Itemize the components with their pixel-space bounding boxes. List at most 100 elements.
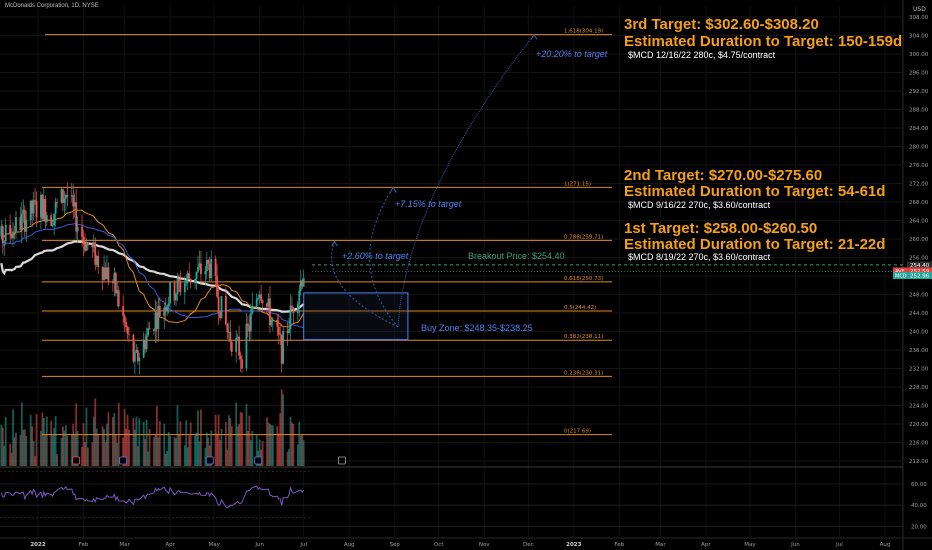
candle-body xyxy=(176,279,179,294)
chart-header-title: McDonalds Corporation, 1D, NYSE xyxy=(5,3,99,9)
candle-body xyxy=(75,202,78,232)
candle-body xyxy=(125,322,127,328)
price-axis-label: 248.00 xyxy=(909,293,929,299)
volume-bar xyxy=(107,412,110,466)
volume-bar xyxy=(62,426,64,466)
volume-bar xyxy=(148,428,151,466)
candle-body xyxy=(169,282,172,304)
candle-body xyxy=(258,294,261,298)
candle-body xyxy=(84,242,86,251)
volume-bar xyxy=(288,449,290,466)
volume-bar xyxy=(276,426,279,466)
time-axis-label: Apr xyxy=(165,542,175,548)
target3-title: 3rd Target: $302.60-$308.20 xyxy=(624,16,819,33)
candle-body xyxy=(94,242,97,265)
candle-body xyxy=(19,217,22,230)
candle-body xyxy=(226,324,229,333)
candle-body xyxy=(42,198,45,220)
rsi-line xyxy=(0,485,305,509)
volume-bar xyxy=(153,437,155,466)
candle-body xyxy=(29,200,32,221)
price-axis-label: 300.00 xyxy=(909,52,929,58)
rsi-axis-label: 40.00 xyxy=(911,503,927,509)
volume-bar xyxy=(214,414,217,466)
volume-bar xyxy=(133,429,136,466)
event-marker xyxy=(337,456,346,465)
candle-body xyxy=(62,189,64,203)
volume-bar xyxy=(31,426,34,466)
candle-body xyxy=(245,323,248,369)
time-axis[interactable]: 2022 Feb Mar Apr May Jun Jul Aug Sep Oct Nov Dec 202… xyxy=(0,537,932,548)
candle-body xyxy=(270,320,273,326)
volume-bar xyxy=(157,437,160,466)
candle-body xyxy=(241,359,243,369)
price-tag-symbol: MCD xyxy=(895,274,907,280)
candle-body xyxy=(235,338,238,352)
candle-body xyxy=(34,200,36,202)
candle-body xyxy=(20,213,23,230)
price-axis-label: 272.00 xyxy=(909,182,929,188)
volume-bar xyxy=(104,442,107,466)
volume-bar xyxy=(205,432,208,466)
candle-body xyxy=(70,195,73,197)
time-axis-label: Jun xyxy=(254,542,264,548)
candle-body xyxy=(138,357,141,362)
candle-body xyxy=(12,231,14,239)
volume-bar xyxy=(147,451,149,466)
volume-bar xyxy=(142,421,145,466)
fib-level-label: 0(217.69) xyxy=(564,429,591,435)
time-axis-label: Feb xyxy=(79,542,89,548)
candle-body xyxy=(216,275,218,297)
volume-bar xyxy=(40,430,42,466)
candle-body xyxy=(239,355,242,360)
volume-bar xyxy=(144,439,147,466)
volume-bar xyxy=(249,440,252,466)
candle-body xyxy=(157,306,160,330)
candle-body xyxy=(103,267,105,280)
time-axis-label: May xyxy=(744,542,756,548)
candle-body xyxy=(173,282,176,301)
volume-bar xyxy=(198,441,201,466)
volume-bar xyxy=(25,435,28,466)
volume-bar xyxy=(32,440,35,466)
price-axis[interactable]: USD 308.00 304.00 300.00 296.00 292.00 288.00 2… xyxy=(893,6,932,530)
volume-bar xyxy=(42,418,45,466)
candle-body xyxy=(298,290,301,304)
time-axis-label: May xyxy=(208,542,220,548)
chart-grid xyxy=(0,0,904,550)
volume-bar xyxy=(94,398,97,466)
candle-body xyxy=(292,308,295,314)
volume-bar xyxy=(210,430,213,466)
time-axis-label: Jul xyxy=(299,542,307,548)
candle-body xyxy=(179,281,182,293)
volume-bar xyxy=(72,423,75,466)
candle-body xyxy=(50,215,53,226)
candle-body xyxy=(0,226,3,237)
volume-bar xyxy=(186,447,189,466)
volume-bar xyxy=(116,442,119,466)
candle-body xyxy=(44,198,47,223)
candle-body xyxy=(40,194,42,218)
volume-bar xyxy=(91,442,94,466)
volume-bar xyxy=(292,423,295,466)
volume-bar xyxy=(239,412,242,466)
volume-bar xyxy=(0,424,3,466)
volume-bar xyxy=(224,422,227,466)
candle-body xyxy=(82,236,85,243)
volume-bar xyxy=(10,452,13,466)
candle-body xyxy=(145,335,148,350)
volume-bar xyxy=(54,415,57,466)
volume-bar xyxy=(178,434,180,466)
rsi-pane xyxy=(0,470,903,527)
candle-body xyxy=(186,273,189,281)
volume-bar xyxy=(9,443,12,466)
currency-label: USD xyxy=(913,6,926,13)
projection-arrowhead xyxy=(331,240,338,247)
candle-body xyxy=(230,341,233,352)
candle-body xyxy=(13,231,16,233)
fibonacci-levels: 1.618(304.19) 1(271.15) 0.786(259.71) 0.618… xyxy=(42,29,612,436)
volume-bar xyxy=(279,413,282,466)
volume-bar xyxy=(156,405,158,466)
volume-bar xyxy=(248,415,251,466)
